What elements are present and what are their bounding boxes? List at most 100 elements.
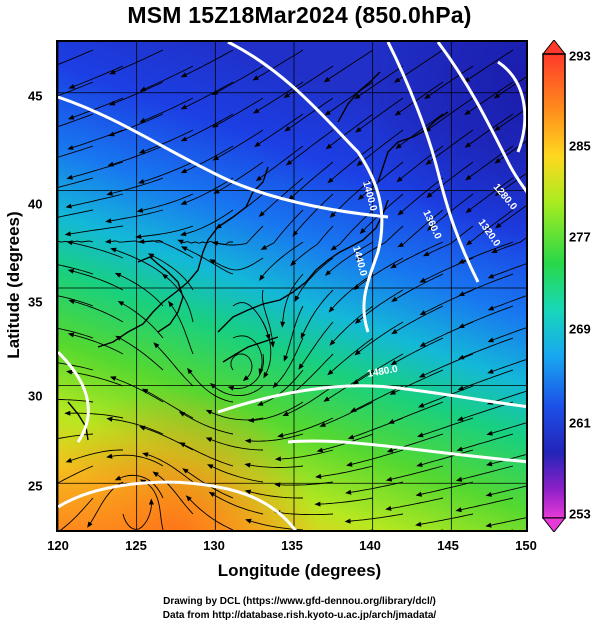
streamline [356, 65, 404, 98]
wind-streamlines [58, 49, 528, 530]
streamline [142, 480, 164, 530]
streamline-arrow [245, 518, 252, 524]
streamline-arrow [67, 145, 74, 150]
streamline [326, 81, 374, 115]
streamline-arrow [327, 369, 334, 376]
streamline [399, 177, 444, 214]
streamline [301, 289, 334, 337]
y-tick-label: 30 [28, 388, 43, 404]
streamline-arrow [109, 69, 116, 75]
streamline [417, 513, 474, 526]
streamline-arrow [527, 320, 528, 325]
streamline-arrow [66, 240, 73, 246]
streamline-arrow [426, 225, 434, 231]
colorbar-label: 253 [569, 506, 591, 522]
streamline-arrow [294, 295, 300, 302]
streamline-arrow [486, 461, 493, 467]
streamline [393, 305, 444, 333]
streamline [154, 472, 194, 515]
streamline [109, 177, 164, 195]
streamline-arrow [525, 479, 526, 481]
streamline-arrow [247, 417, 254, 423]
streamline-arrow [330, 245, 337, 251]
streamline [256, 113, 304, 146]
streamline [460, 337, 514, 359]
streamline-arrow [66, 369, 73, 375]
x-tick-label: 150 [515, 538, 537, 553]
streamline [181, 443, 234, 467]
colorbar-label: 277 [569, 229, 591, 245]
streamline-arrow [257, 401, 264, 406]
streamline-arrow [527, 352, 528, 357]
streamline [211, 492, 264, 515]
streamline [58, 49, 94, 66]
streamline-arrow [416, 462, 423, 467]
streamline-arrow [66, 174, 73, 180]
streamline-arrow [495, 222, 502, 229]
streamline-arrow [244, 462, 251, 468]
streamline [488, 454, 526, 465]
streamline [331, 305, 374, 344]
streamline-arrow [139, 425, 146, 431]
streamline [122, 501, 152, 530]
colorbar-label: 269 [569, 321, 591, 337]
streamline-arrow [87, 521, 93, 528]
streamline [490, 295, 526, 310]
y-tick-label: 25 [28, 478, 43, 494]
streamline [397, 113, 444, 148]
streamline [392, 241, 444, 268]
streamline [144, 453, 194, 483]
streamline-arrow [356, 160, 363, 167]
streamline-arrow [456, 446, 463, 452]
streamline [254, 49, 304, 80]
streamline [428, 161, 474, 197]
streamline-arrow [258, 211, 265, 217]
streamline [466, 113, 514, 147]
streamline [327, 113, 374, 148]
streamline-arrow [180, 231, 187, 237]
y-tick-label: 45 [28, 88, 43, 104]
streamline-arrow [117, 300, 125, 306]
y-axis-label: Latitude (degrees) [4, 211, 23, 359]
streamline [155, 344, 194, 387]
streamline [290, 161, 334, 199]
streamline [284, 385, 334, 416]
streamline-arrow [187, 367, 193, 375]
streamline-arrow [385, 506, 392, 511]
streamline-arrow [104, 238, 112, 244]
streamline [332, 209, 374, 250]
streamline-arrow [487, 273, 495, 279]
streamline-arrow [323, 77, 331, 83]
streamline [58, 145, 94, 158]
streamline [393, 273, 444, 301]
streamline-arrow [254, 141, 261, 147]
streamline-arrow [418, 372, 426, 378]
streamline-arrow [65, 203, 72, 209]
streamline-arrow [288, 194, 295, 201]
streamline-arrow [205, 409, 213, 415]
streamline-arrow [359, 228, 366, 235]
streamline [422, 289, 474, 315]
streamline-arrow [209, 383, 217, 389]
streamline-arrow [458, 291, 465, 296]
streamline-arrow [282, 411, 289, 416]
streamline [428, 193, 474, 230]
streamline [277, 511, 334, 516]
streamline-arrow [290, 260, 297, 267]
streamline [183, 145, 234, 173]
streamline-arrow [391, 296, 398, 302]
streamline [141, 129, 194, 153]
streamline [418, 449, 474, 466]
streamline [71, 65, 124, 88]
streamline [488, 485, 526, 496]
streamline [211, 257, 264, 271]
streamline-arrow [455, 507, 462, 513]
streamline-arrow [457, 416, 464, 421]
streamline [399, 209, 444, 247]
streamline-arrow [354, 349, 361, 356]
streamline-arrow [181, 246, 188, 252]
streamline-arrow [355, 255, 362, 261]
streamline-arrow [415, 491, 422, 497]
streamline [354, 353, 404, 384]
